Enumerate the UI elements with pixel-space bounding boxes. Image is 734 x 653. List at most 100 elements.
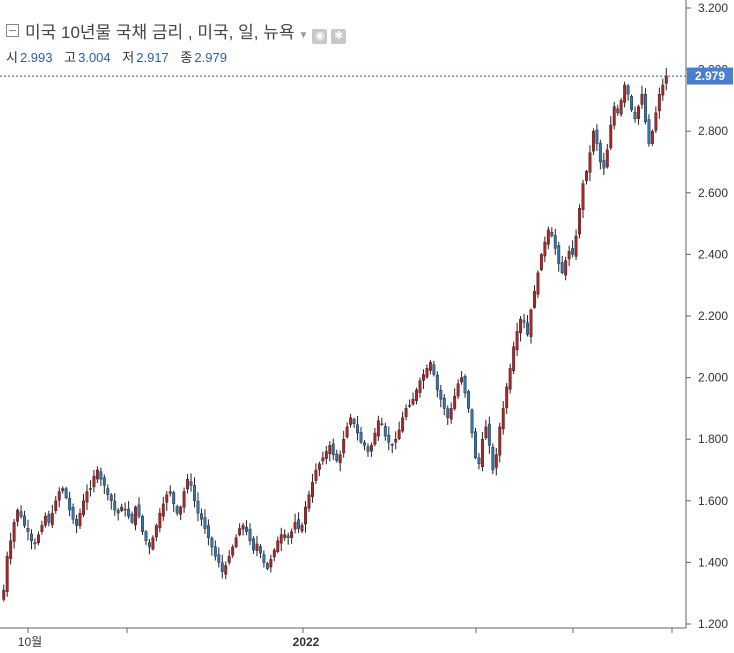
candle-body bbox=[408, 405, 412, 407]
candle-body bbox=[26, 528, 30, 532]
candle-body bbox=[550, 232, 554, 237]
candle-body bbox=[297, 519, 301, 529]
candle-body bbox=[300, 525, 304, 532]
low-value: 2.917 bbox=[136, 50, 169, 65]
open-value: 2.993 bbox=[19, 50, 53, 65]
chevron-down-icon[interactable]: ▼ bbox=[298, 30, 309, 41]
candle-body bbox=[480, 439, 484, 468]
gear-icon[interactable]: ✱ bbox=[331, 29, 347, 44]
candle-body bbox=[633, 111, 637, 120]
candle-body bbox=[113, 500, 117, 511]
candle-body bbox=[470, 409, 474, 434]
candle-body bbox=[564, 260, 568, 276]
candle-body bbox=[231, 546, 235, 556]
close-label: 종 bbox=[180, 50, 193, 65]
x-tick-label: 2022 bbox=[293, 635, 320, 649]
chart-title: 미국 10년물 국채 금리 , 미국, 일, 뉴욕 bbox=[25, 23, 295, 42]
candle-body bbox=[522, 320, 526, 323]
candle-body bbox=[616, 108, 620, 113]
candle-body bbox=[241, 525, 245, 530]
candle-body bbox=[456, 383, 460, 397]
candle-body bbox=[474, 431, 477, 458]
candle-body bbox=[376, 420, 380, 437]
eye-icon[interactable]: ◉ bbox=[312, 29, 328, 44]
candle-body bbox=[57, 491, 61, 501]
candle-body bbox=[314, 469, 318, 481]
candle-body bbox=[123, 508, 127, 511]
candle-body bbox=[95, 469, 99, 480]
candle-body bbox=[61, 488, 65, 491]
candle-body bbox=[54, 500, 58, 511]
candle-body bbox=[644, 94, 647, 123]
collapse-icon[interactable] bbox=[6, 24, 19, 37]
candle-body bbox=[609, 124, 613, 149]
high-value: 3.004 bbox=[78, 50, 111, 65]
candle-body bbox=[657, 94, 661, 112]
candle-body bbox=[363, 442, 366, 446]
candle-body bbox=[304, 506, 307, 525]
candle-body bbox=[498, 426, 502, 456]
candle-body bbox=[345, 426, 349, 438]
candle-body bbox=[494, 454, 498, 468]
candle-body bbox=[203, 517, 207, 529]
candle-body bbox=[484, 426, 488, 439]
ohlc-readout: 시 2.993 고 3.004 저 2.917 종 2.979 bbox=[6, 47, 235, 66]
candle-body bbox=[588, 152, 592, 173]
candle-body bbox=[210, 537, 214, 548]
candle-body bbox=[141, 516, 144, 532]
candle-body bbox=[189, 481, 193, 486]
y-tick-label: 1.800 bbox=[698, 432, 728, 446]
candle-body bbox=[553, 235, 557, 249]
candle-body bbox=[106, 488, 110, 495]
candle-body bbox=[196, 500, 200, 514]
candle-body bbox=[213, 546, 217, 557]
candle-body bbox=[415, 389, 418, 401]
candle-body bbox=[533, 291, 536, 308]
y-tick-label: 2.200 bbox=[698, 309, 728, 323]
candle-body bbox=[425, 368, 429, 378]
candle-body bbox=[154, 525, 158, 538]
candle-body bbox=[33, 542, 37, 545]
candle-body bbox=[574, 235, 578, 257]
candle-body bbox=[43, 516, 47, 526]
candle-body bbox=[411, 398, 415, 405]
candle-body bbox=[36, 534, 40, 544]
candle-body bbox=[47, 514, 51, 523]
candle-body bbox=[591, 130, 595, 152]
candle-body bbox=[321, 457, 325, 462]
y-tick-label: 2.800 bbox=[698, 124, 728, 138]
candle-body bbox=[144, 531, 148, 542]
candle-body bbox=[598, 142, 602, 163]
candle-body bbox=[269, 559, 273, 568]
candle-body bbox=[134, 506, 137, 526]
candle-body bbox=[317, 463, 321, 470]
x-tick-label: 10월 bbox=[18, 635, 42, 649]
candle-body bbox=[546, 229, 550, 245]
candle-body bbox=[252, 538, 255, 551]
candle-body bbox=[120, 506, 124, 511]
candle-body bbox=[248, 528, 252, 542]
candle-body bbox=[2, 589, 6, 600]
candle-body bbox=[328, 445, 332, 455]
candle-body bbox=[380, 423, 384, 425]
x-axis: 10월 2022 bbox=[18, 628, 673, 649]
candle-body bbox=[172, 492, 176, 505]
candle-body bbox=[290, 531, 294, 539]
candle-body bbox=[307, 494, 311, 509]
candle-body bbox=[255, 543, 259, 551]
candle-body bbox=[109, 494, 113, 501]
candle-body bbox=[186, 479, 190, 490]
candle-body bbox=[612, 106, 616, 126]
candle-body bbox=[19, 511, 23, 517]
candle-body bbox=[491, 446, 495, 471]
candle-body bbox=[335, 453, 339, 461]
candle-body bbox=[446, 408, 450, 418]
candle-body bbox=[99, 471, 103, 480]
candle-body bbox=[127, 508, 131, 517]
candle-body bbox=[581, 183, 585, 210]
candle-body bbox=[626, 85, 630, 95]
candle-body bbox=[245, 526, 248, 532]
candle-body bbox=[220, 562, 224, 572]
candle-body bbox=[428, 362, 432, 371]
